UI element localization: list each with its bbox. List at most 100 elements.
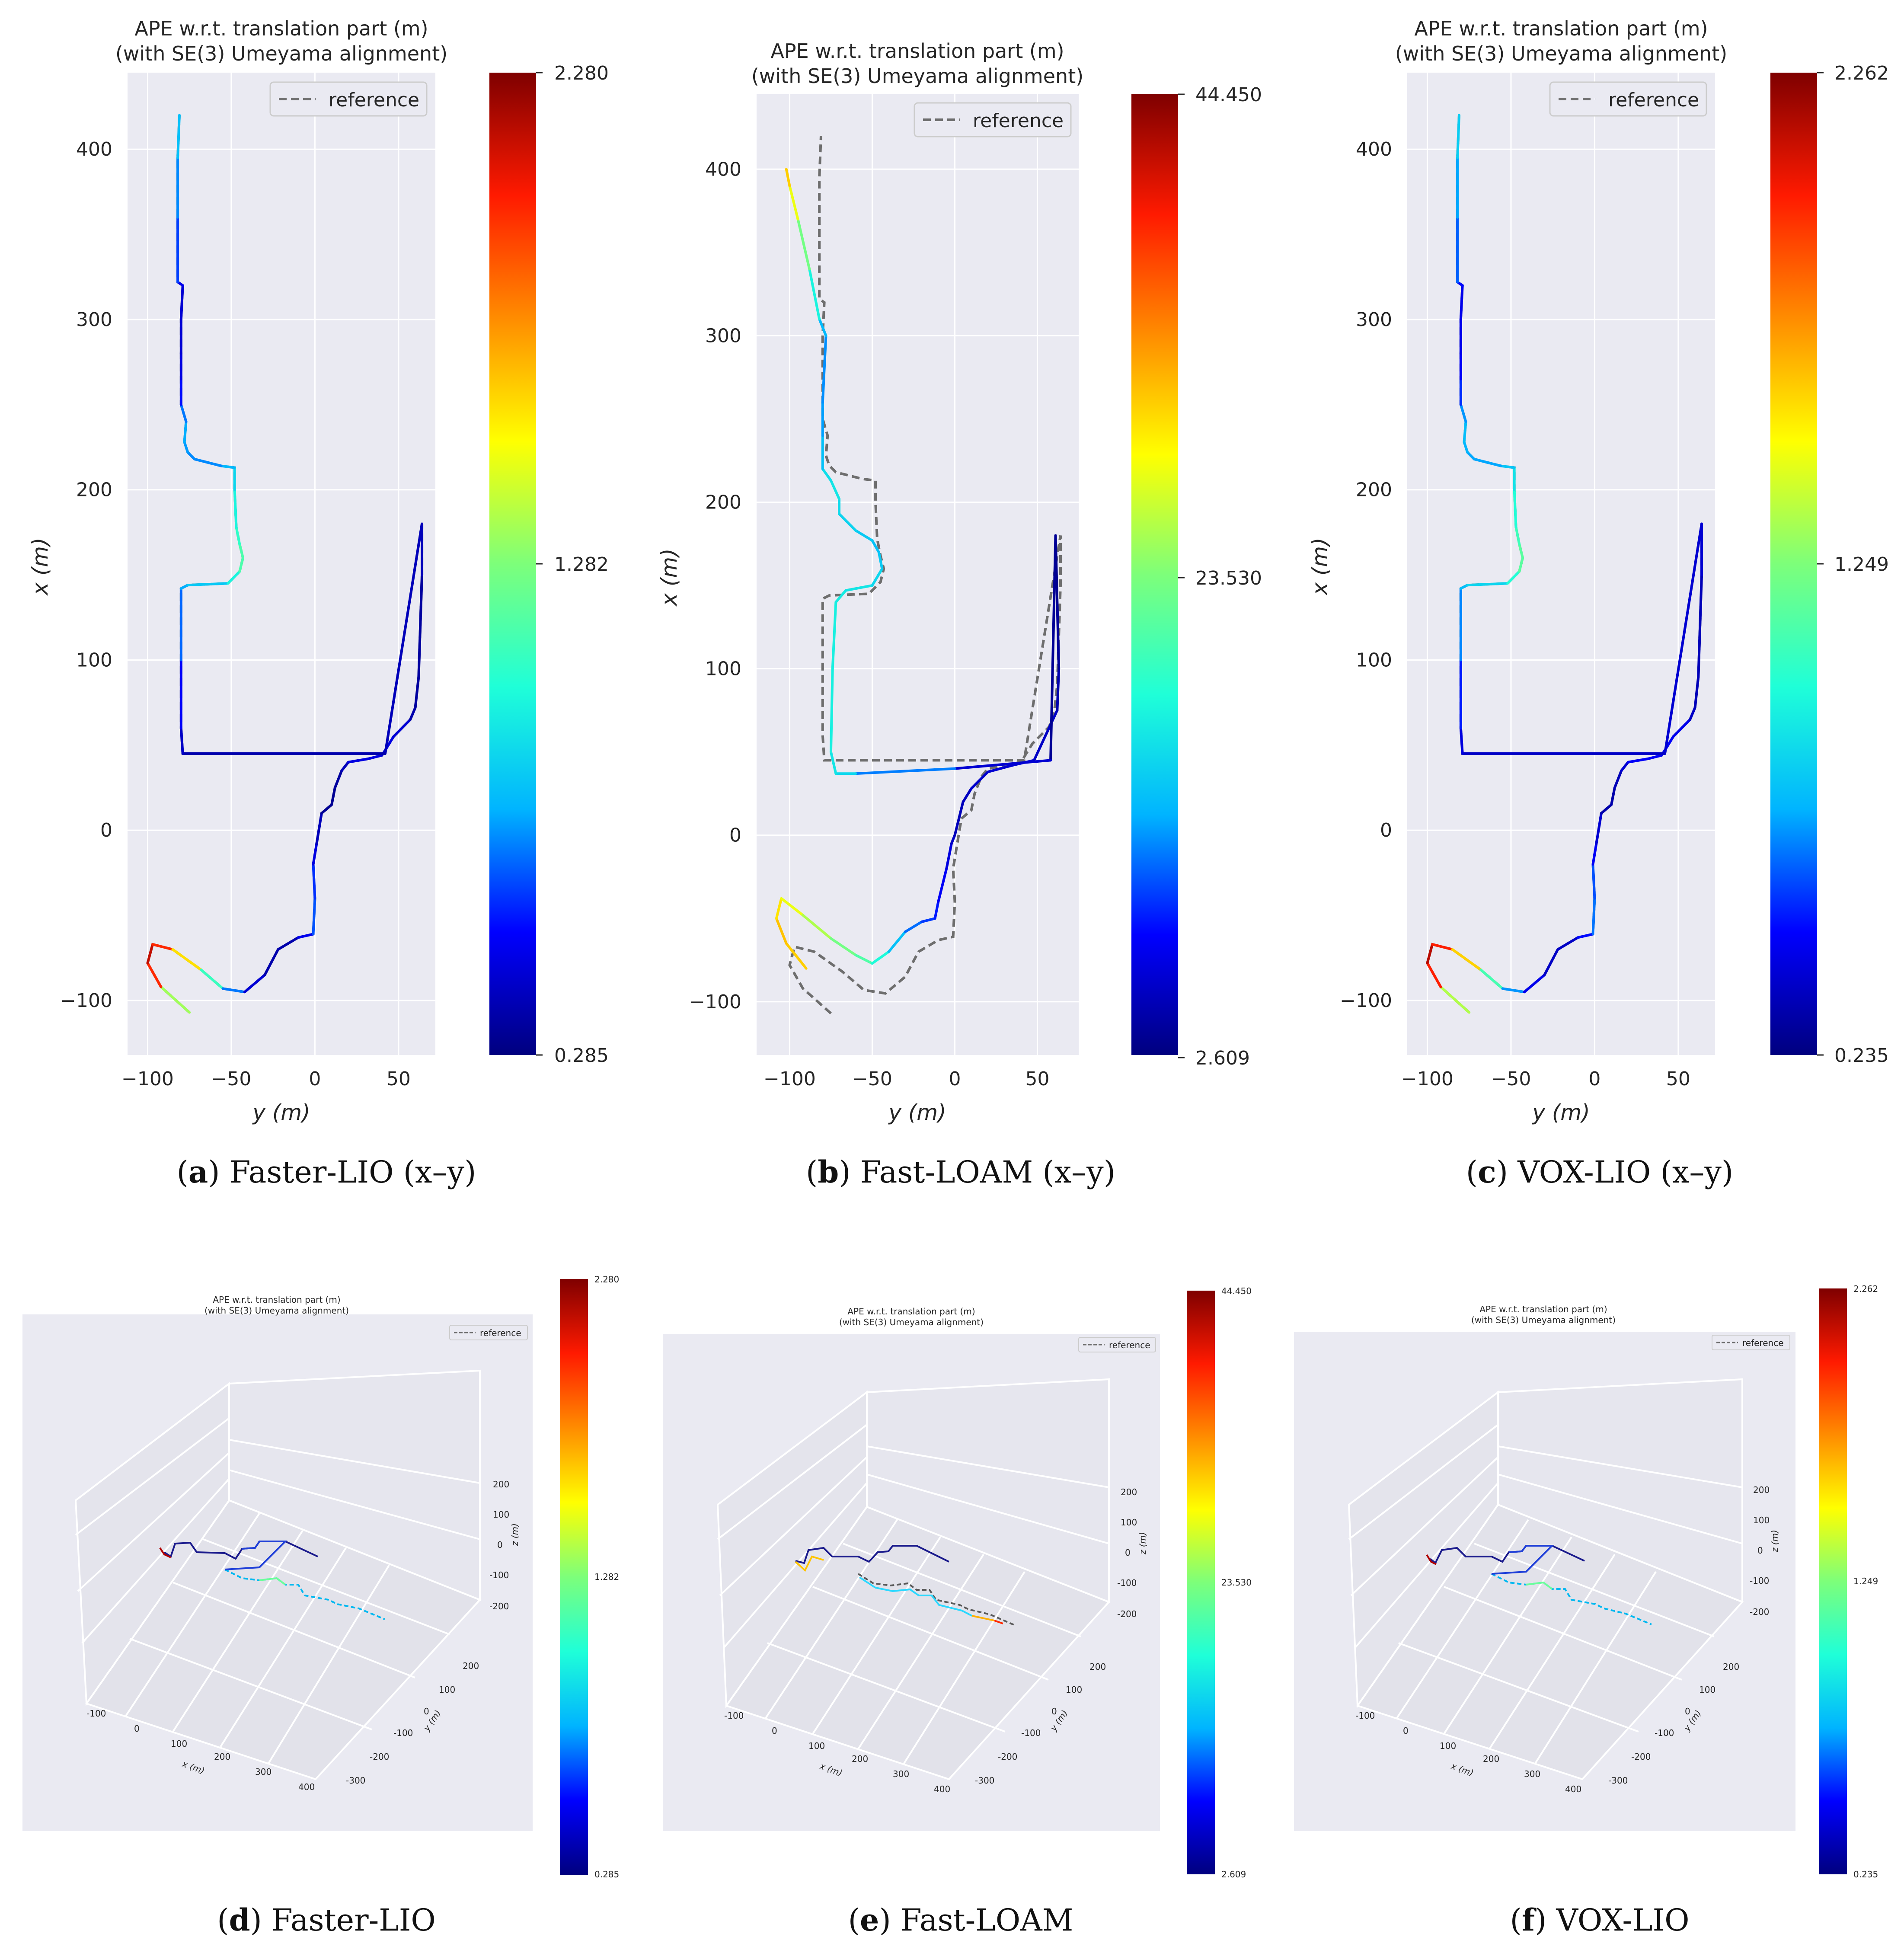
- x-tick-label: 300: [255, 1767, 272, 1777]
- estimated-path-segment: [808, 268, 821, 320]
- legend-box: [269, 81, 428, 117]
- caption-text: Fast-LOAM: [901, 1902, 1073, 1938]
- estimated-path-segment: [1697, 624, 1702, 678]
- estimated-path-segment: [971, 1615, 995, 1621]
- z-tick-label: 0: [1125, 1547, 1131, 1558]
- colorbar-gradient: [560, 1279, 588, 1875]
- estimated-path-segment: [854, 953, 874, 965]
- estimated-path-segment: [871, 567, 884, 587]
- caption: (d) Faster-LIO: [217, 1902, 436, 1938]
- y-tick-label: 200: [705, 491, 741, 513]
- colorbar-tick-label: 1.282: [594, 1572, 619, 1582]
- estimated-path-segment: [221, 987, 246, 994]
- z-axis-label: z (m): [1770, 1530, 1780, 1553]
- legend: reference: [914, 102, 1072, 137]
- estimated-path-segment: [829, 479, 841, 500]
- panel-e: APE w.r.t. translation part (m) (with SE…: [663, 1286, 1252, 1938]
- colorbar-tick-label: 2.280: [554, 62, 609, 84]
- z-tick-label: 200: [1753, 1485, 1770, 1495]
- colorbar-tick-label: 0.235: [1853, 1869, 1878, 1880]
- estimated-path-segment: [146, 962, 163, 988]
- estimated-path-segment: [821, 467, 832, 482]
- estimated-path-segment: [780, 897, 804, 917]
- x-tick-label: −50: [211, 1068, 251, 1090]
- y-tick-label: 100: [1066, 1685, 1082, 1695]
- caption-letter: d: [229, 1902, 250, 1938]
- colorbar-tick-label: 2.262: [1834, 62, 1889, 84]
- estimated-path-segment: [953, 800, 965, 837]
- estimated-path-segment: [1693, 675, 1700, 709]
- estimated-path-segment: [297, 933, 315, 939]
- y-tick-label: 100: [439, 1685, 455, 1695]
- estimated-path-segment: [962, 787, 973, 803]
- x-tick-labels: −100 −50 0 50: [121, 1068, 411, 1090]
- estimated-path-segment: [1451, 948, 1482, 972]
- y-tick-label: -300: [975, 1775, 994, 1786]
- estimated-trajectory: [1426, 114, 1703, 1014]
- z-tick-label: -100: [489, 1570, 509, 1580]
- z-tick-label: 200: [493, 1479, 509, 1490]
- estimated-path-segment: [871, 539, 880, 554]
- estimated-path-segment: [1431, 943, 1454, 951]
- 3d-trajectory: [159, 1541, 385, 1620]
- caption-text: VOX-LIO: [1556, 1902, 1690, 1938]
- estimated-path-segment: [785, 942, 808, 970]
- z-tick-label: -200: [489, 1601, 509, 1611]
- estimated-path-segment: [414, 675, 420, 709]
- estimated-path-segment: [1426, 943, 1434, 965]
- y-tick-label: 0: [1380, 819, 1392, 841]
- 3d-side-wall: [1348, 1390, 1499, 1708]
- x-tick-label: −100: [121, 1068, 174, 1090]
- panel-a: −100 −50 0 50 −100 0 100 200 300 400 APE w.r.t. …: [28, 17, 609, 1190]
- estimated-path-segment: [1699, 573, 1703, 627]
- colorbar-tick-label: 1.249: [1834, 553, 1889, 575]
- estimated-path-segment: [1466, 582, 1509, 587]
- caption: (c) VOX-LIO (x–y): [1466, 1154, 1733, 1190]
- estimated-path-segment: [1595, 812, 1603, 845]
- estimated-path-segment: [224, 1541, 288, 1570]
- chart-title: APE w.r.t. translation part (m): [1479, 1304, 1607, 1314]
- estimated-path-segment: [854, 767, 956, 775]
- reference-path: [795, 1545, 949, 1564]
- reference-path: [788, 136, 1062, 1014]
- chart-subtitle: (with SE(3) Umeyama alignment): [751, 64, 1083, 88]
- x-tick-label: 0: [134, 1723, 140, 1734]
- estimated-path-segment: [159, 1547, 171, 1558]
- 3d-grid: [75, 1417, 480, 1765]
- y-tick-label: 200: [76, 479, 112, 501]
- colorbar-tick-label: 2.280: [594, 1274, 619, 1285]
- estimated-path-segment: [920, 917, 936, 923]
- colorbar: 44.450 23.530 2.609: [1131, 84, 1262, 1069]
- estimated-path-segment: [200, 969, 224, 990]
- estimated-path-segment: [1543, 948, 1559, 976]
- estimated-path-segment: [933, 900, 940, 920]
- estimated-path-segment: [1526, 1581, 1553, 1590]
- estimated-path-segment: [877, 551, 884, 570]
- y-tick-label: -100: [1655, 1728, 1674, 1738]
- colorbar-tick-label: 44.450: [1195, 84, 1262, 106]
- chart-subtitle: (with SE(3) Umeyama alignment): [1471, 1315, 1616, 1325]
- z-tick-label: -200: [1117, 1609, 1137, 1619]
- colorbar-gradient: [1819, 1288, 1847, 1874]
- chart-title: APE w.r.t. translation part (m): [770, 39, 1064, 63]
- estimated-path-segment: [1049, 534, 1057, 762]
- x-tick-label: 50: [1025, 1068, 1049, 1090]
- reference-path: [857, 1573, 1016, 1627]
- y-tick-label: 300: [76, 309, 112, 331]
- caption: (b) Fast-LOAM (x–y): [806, 1154, 1115, 1190]
- caption-text: Faster-LIO (x–y): [230, 1154, 476, 1190]
- colorbar-tick-label: 0.285: [554, 1045, 609, 1067]
- colorbar: 2.262 1.249 0.235: [1819, 1284, 1878, 1880]
- estimated-path-segment: [1591, 863, 1596, 900]
- estimated-path-segment: [785, 168, 791, 187]
- estimated-path-segment: [829, 751, 837, 775]
- estimated-path-segment: [904, 920, 923, 933]
- estimated-path-segment: [160, 985, 191, 1014]
- y-tick-label: -200: [370, 1752, 389, 1762]
- colorbar-tick-label: 23.530: [1195, 567, 1262, 589]
- y-tick-label: -100: [1021, 1728, 1041, 1738]
- estimated-path-segment: [243, 973, 266, 994]
- estimated-path-segment: [945, 842, 953, 870]
- x-tick-label: −100: [764, 1068, 816, 1090]
- colorbar-tick-label: 1.282: [554, 553, 609, 575]
